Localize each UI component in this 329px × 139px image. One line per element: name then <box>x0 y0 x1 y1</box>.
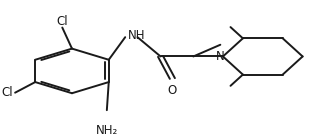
Text: NH₂: NH₂ <box>96 124 118 137</box>
Text: NH: NH <box>128 29 145 42</box>
Text: Cl: Cl <box>1 86 13 99</box>
Text: O: O <box>168 84 177 97</box>
Text: N: N <box>216 50 225 63</box>
Text: Cl: Cl <box>57 15 68 28</box>
